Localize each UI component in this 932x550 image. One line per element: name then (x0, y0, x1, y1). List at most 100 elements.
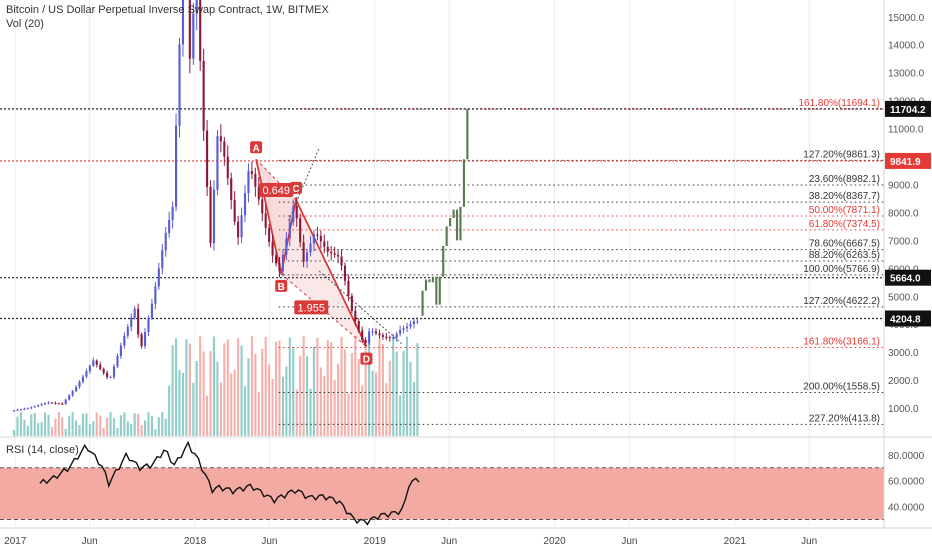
volume-bar (278, 340, 281, 436)
volume-bar (54, 418, 57, 436)
volume-bar (181, 372, 185, 436)
candle (223, 141, 226, 157)
volume-label: Vol (20) (6, 18, 44, 30)
x-tick-label: 2021 (724, 536, 747, 547)
fib-level-label: 100.00%(5766.9) (803, 264, 880, 275)
candle (323, 241, 326, 247)
candle (81, 376, 85, 382)
candle (278, 263, 281, 272)
candle (405, 326, 409, 329)
volume-bar (323, 375, 326, 436)
volume-bar (202, 351, 205, 436)
candle (288, 222, 291, 239)
volume-bar (374, 372, 378, 436)
fib-level-label: 23.60%(8982.1) (809, 174, 880, 185)
volume-bar (126, 421, 129, 436)
candle (123, 335, 126, 346)
candle (71, 391, 74, 396)
volume-bar (150, 415, 153, 436)
volume-bar (230, 373, 233, 436)
candle (326, 246, 329, 252)
volume-bar (268, 364, 271, 436)
candle (402, 328, 405, 330)
volume-bar (106, 417, 109, 436)
y-tick-label: 13000.0 (888, 69, 925, 80)
volume-bar (333, 379, 336, 436)
candle (202, 60, 205, 131)
candle (292, 205, 295, 223)
candle (75, 386, 78, 392)
projected-candle (459, 206, 462, 241)
projected-candle (431, 276, 434, 283)
candle (154, 286, 157, 304)
volume-bar (392, 336, 395, 436)
price-marker-box (885, 100, 931, 117)
fib-level-label: 161.80%(11694.1) (798, 98, 880, 109)
volume-bar (319, 367, 322, 436)
volume-bar (395, 351, 398, 436)
price-markers: 11704.2 9841.9 5664.0 4204.8 (885, 100, 931, 327)
volume-bar (209, 351, 212, 436)
candle (95, 360, 98, 365)
volume-bar (26, 425, 29, 436)
volume-bar (123, 412, 126, 436)
volume-bar (302, 336, 305, 436)
x-tick-label: Jun (621, 536, 637, 547)
rsi-panel (0, 436, 932, 526)
y-tick-label: 14000.0 (888, 41, 925, 52)
volume-bar (257, 392, 260, 436)
candle (206, 130, 209, 187)
candle (23, 408, 26, 410)
candle (68, 395, 71, 400)
candle (126, 326, 129, 336)
projected-candle (445, 226, 448, 246)
volume-bar (412, 382, 415, 436)
volume-bar (305, 356, 309, 436)
candle (230, 178, 233, 200)
candle (361, 330, 364, 340)
volume-bar (243, 386, 247, 436)
y-tick-label: 15000.0 (888, 13, 925, 24)
volume-bar (223, 343, 226, 436)
volume-bar (357, 359, 360, 436)
rsi-tick-label: 60.0000 (888, 477, 925, 488)
fib-level-label: 200.00%(1558.5) (803, 381, 880, 392)
candle (109, 377, 112, 379)
candle (354, 310, 357, 322)
volume-bar (85, 413, 88, 436)
price-marker-box (885, 152, 931, 169)
x-tick-label: 2018 (184, 536, 207, 547)
volume-bar (164, 418, 167, 436)
candle (26, 408, 29, 410)
volume-bar (92, 421, 95, 436)
projected-candle (428, 279, 431, 283)
candle (140, 334, 143, 347)
candle (412, 321, 415, 325)
candle (388, 337, 391, 339)
pattern-triangle (281, 199, 367, 347)
pattern-point-marker (275, 279, 288, 292)
volume-bar (240, 345, 243, 436)
projected-candle (452, 209, 455, 218)
candle (116, 356, 119, 367)
volume-bar (95, 412, 98, 436)
candle (188, 0, 191, 59)
volume-bar (88, 424, 91, 436)
candle (50, 402, 54, 404)
volume-bar (178, 370, 181, 436)
candle (130, 317, 133, 327)
volume-bar (337, 363, 340, 436)
candle (161, 250, 164, 269)
y-tick-label: 11000.0 (888, 125, 924, 136)
candle (319, 235, 322, 242)
volume-bar (143, 420, 147, 436)
volume-bar (399, 395, 402, 436)
candle (30, 407, 33, 409)
y-tick-label: 8000.0 (888, 208, 919, 219)
candle (64, 399, 67, 404)
candle (237, 221, 240, 238)
volume-bar (112, 418, 116, 436)
chart-title: Bitcoin / US Dollar Perpetual Inverse Sw… (6, 4, 329, 16)
volume-bar (312, 346, 316, 436)
candle (347, 280, 350, 296)
